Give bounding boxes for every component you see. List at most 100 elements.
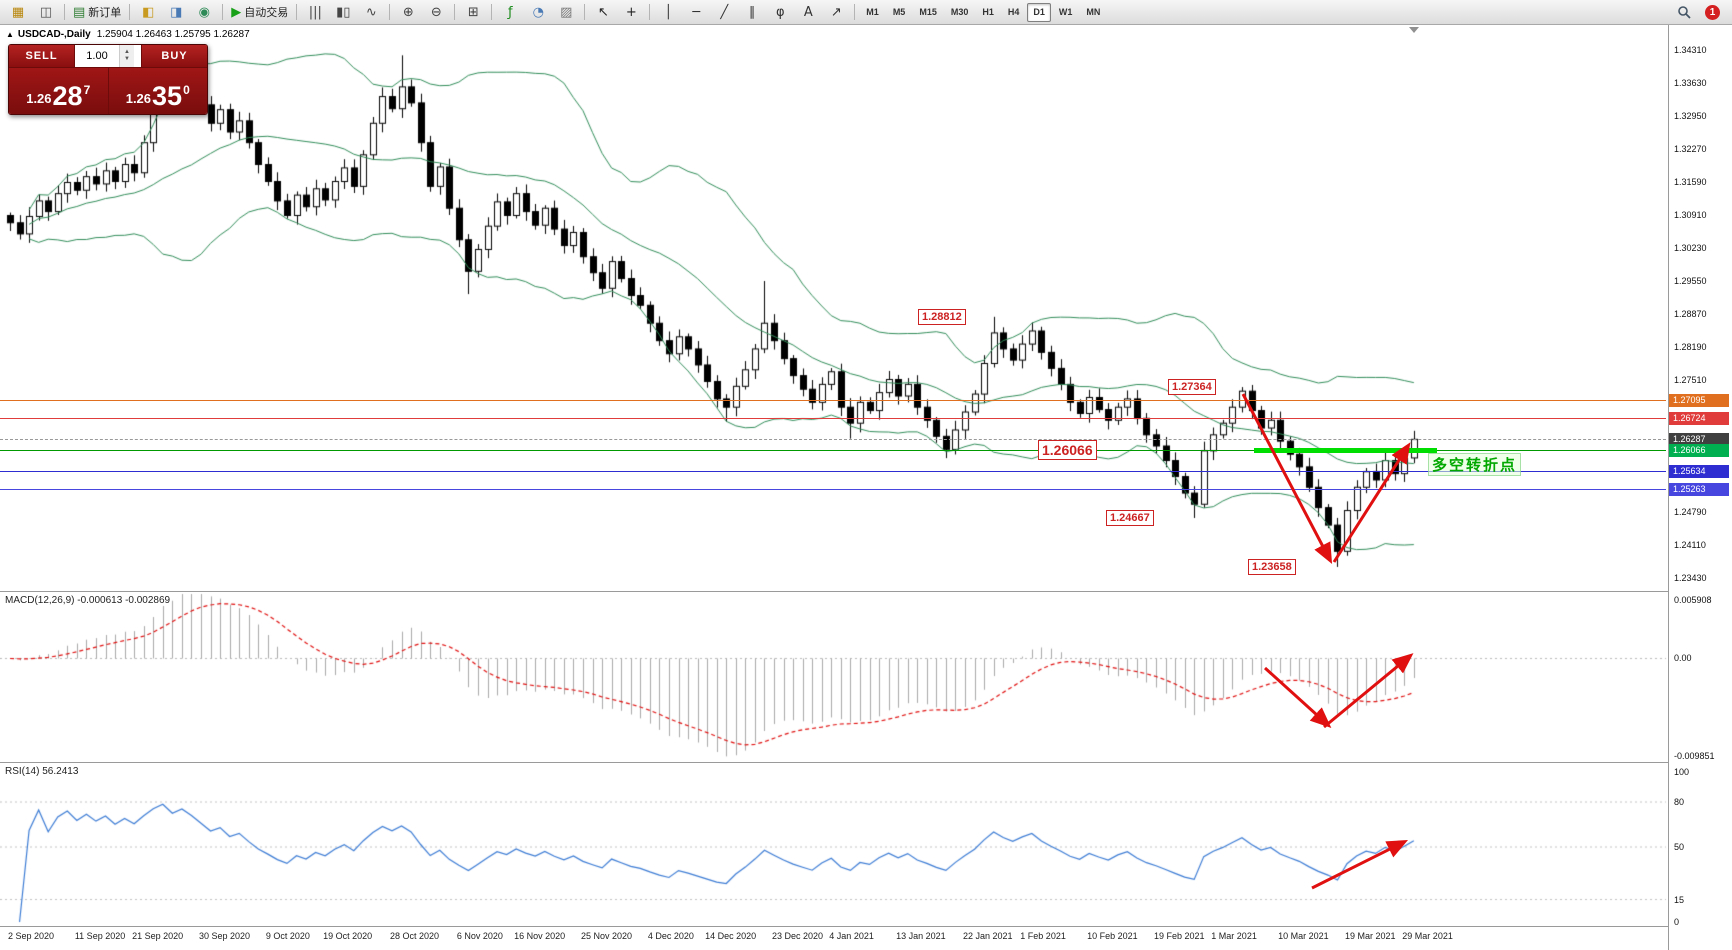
sell-price-pips: 28 xyxy=(52,81,83,111)
date-axis-label: 1 Mar 2021 xyxy=(1211,931,1257,941)
price-axis-label: 1.28190 xyxy=(1674,342,1707,352)
date-axis-label: 25 Nov 2020 xyxy=(581,931,633,941)
price-annotation[interactable]: 1.26066 xyxy=(1038,440,1097,461)
autotrading-icon: ▶ xyxy=(231,4,242,20)
toolbar-separator xyxy=(64,4,65,20)
market-watch-icon: ◧ xyxy=(142,4,155,20)
price-annotation[interactable]: 1.24667 xyxy=(1106,509,1154,526)
support-line-green[interactable] xyxy=(0,449,1666,451)
date-axis-label: 23 Dec 2020 xyxy=(772,931,824,941)
price-tag: 1.25634 xyxy=(1669,465,1729,479)
arrows-tool-button[interactable]: ↗ xyxy=(822,1,850,23)
rsi-axis-label: 80 xyxy=(1674,797,1685,807)
macd-axis-label: 0.00 xyxy=(1674,653,1692,664)
resistance-line-orange[interactable] xyxy=(0,399,1666,401)
price-axis-label: 1.27510 xyxy=(1674,375,1707,385)
price-annotation[interactable]: 1.27364 xyxy=(1168,379,1216,396)
volume-stepper[interactable]: ▲ ▼ xyxy=(119,45,134,67)
line-chart-button[interactable]: ∿ xyxy=(357,1,385,23)
price-axis-label: 1.32950 xyxy=(1674,111,1707,121)
notification-badge[interactable]: 1 xyxy=(1705,4,1720,20)
sell-button[interactable]: SELL xyxy=(9,45,74,67)
equidistant-channel-icon: ∥ xyxy=(749,4,756,20)
trade-panel-controls: SELL ▲▼ BUY xyxy=(9,45,207,67)
indicators-button[interactable]: ƒ xyxy=(496,1,524,23)
new-order-button[interactable]: ▤ 新订单 xyxy=(69,1,125,23)
turning-point-note[interactable]: 多空转折点 xyxy=(1428,453,1522,476)
sell-price: 1.26 28 7 xyxy=(9,68,109,114)
zoom-out-button[interactable]: ⊖ xyxy=(422,1,450,23)
chart-title-line: ▲ USDCAD-,Daily 1.25904 1.26463 1.25795 1.… xyxy=(6,29,250,40)
bar-chart-icon: ||| xyxy=(308,4,322,20)
text-icon: A xyxy=(803,4,813,20)
price-annotation[interactable]: 1.23658 xyxy=(1248,558,1296,575)
periods-button[interactable]: ◔ xyxy=(524,1,552,23)
toolbar-separator xyxy=(296,4,298,20)
new-chart-button[interactable]: ▦ xyxy=(4,1,32,23)
text-button[interactable]: A xyxy=(794,1,822,23)
trendline-icon: ╱ xyxy=(720,4,729,20)
panel-separator[interactable] xyxy=(0,591,1668,592)
turning-point-line[interactable] xyxy=(1254,447,1437,453)
resistance-line-red[interactable] xyxy=(0,417,1666,419)
buy-price-base: 1.26 xyxy=(125,91,152,106)
timeframe-m30[interactable]: M30 xyxy=(950,7,969,17)
price-annotation[interactable]: 1.28812 xyxy=(918,308,966,325)
equidistant-channel-button[interactable]: ∥ xyxy=(738,1,766,23)
timeframe-m1[interactable]: M1 xyxy=(866,7,879,17)
rsi-axis-label: 100 xyxy=(1674,767,1690,777)
autotrading-button[interactable]: ▶ 自动交易 xyxy=(227,1,292,23)
market-watch-button[interactable]: ◧ xyxy=(134,1,162,23)
fibonacci-button[interactable]: φ xyxy=(766,1,794,23)
zoom-in-button[interactable]: ⊕ xyxy=(394,1,422,23)
timeframe-h1[interactable]: H1 xyxy=(982,7,994,17)
chart-shift-marker[interactable] xyxy=(1409,27,1419,33)
trade-panel-collapse[interactable]: ▲ xyxy=(6,30,14,39)
horizontal-line-button[interactable]: ─ xyxy=(682,1,710,23)
bid-price-line[interactable] xyxy=(0,438,1666,440)
support-line-blue-1[interactable] xyxy=(0,470,1666,472)
tile-windows-icon: ⊞ xyxy=(467,4,479,20)
ohlc-values: 1.25904 1.26463 1.25795 1.26287 xyxy=(96,29,250,40)
buy-price: 1.26 35 0 xyxy=(109,68,208,114)
timeframe-w1[interactable]: W1 xyxy=(1058,7,1073,17)
price-tag: 1.26724 xyxy=(1669,412,1729,426)
timeframe-d1[interactable]: D1 xyxy=(1027,2,1051,22)
toolbar: ▦ ◫ ▤ 新订单 ◧ ◨ ◉ ▶ 自动交易 ||| ▮▯ ∿ ⊕ ⊖ ⊞ ƒ ◔ ▨ ↖ + │ ─ ╱ ∥ φ A ↗ M1 M5… xyxy=(0,0,1732,25)
candlestick-chart-button[interactable]: ▮▯ xyxy=(329,1,357,23)
arrows-tool-icon: ↗ xyxy=(830,4,842,20)
timeframe-h4[interactable]: H4 xyxy=(1007,7,1020,17)
timeframe-m5[interactable]: M5 xyxy=(892,7,906,17)
profiles-button[interactable]: ◫ xyxy=(32,1,60,23)
support-line-blue-2[interactable] xyxy=(0,488,1666,490)
stepper-down-icon[interactable]: ▼ xyxy=(124,56,130,62)
new-order-label: 新订单 xyxy=(88,7,122,19)
symbol-title: USDCAD-,Daily xyxy=(17,29,91,40)
date-axis-label: 11 Sep 2020 xyxy=(74,931,126,941)
vertical-line-button[interactable]: │ xyxy=(654,1,682,23)
stepper-up-icon[interactable]: ▲ xyxy=(124,49,130,55)
volume-input[interactable] xyxy=(75,45,119,67)
horizontal-line-icon: ─ xyxy=(692,4,701,20)
cursor-icon: ↖ xyxy=(597,4,609,20)
panel-separator xyxy=(0,926,1668,927)
panel-separator[interactable] xyxy=(0,762,1668,763)
price-tag: 1.26287 xyxy=(1669,433,1729,447)
price-axis-label: 1.33630 xyxy=(1674,78,1707,88)
buy-button[interactable]: BUY xyxy=(142,45,207,67)
timeframe-m15[interactable]: M15 xyxy=(919,7,937,17)
date-axis-label: 2 Sep 2020 xyxy=(8,931,55,941)
price-axis-label: 1.30910 xyxy=(1674,210,1707,220)
navigator-button[interactable]: ◉ xyxy=(190,1,218,23)
trendline-button[interactable]: ╱ xyxy=(710,1,738,23)
data-window-button[interactable]: ◨ xyxy=(162,1,190,23)
templates-button[interactable]: ▨ xyxy=(552,1,580,23)
bar-chart-button[interactable]: ||| xyxy=(301,1,329,23)
price-tag: 1.25263 xyxy=(1669,483,1729,497)
timeframe-mn[interactable]: MN xyxy=(1086,7,1101,17)
tile-windows-button[interactable]: ⊞ xyxy=(459,1,487,23)
crosshair-button[interactable]: + xyxy=(617,1,645,23)
cursor-button[interactable]: ↖ xyxy=(589,1,617,23)
search-icon[interactable] xyxy=(1670,1,1698,23)
